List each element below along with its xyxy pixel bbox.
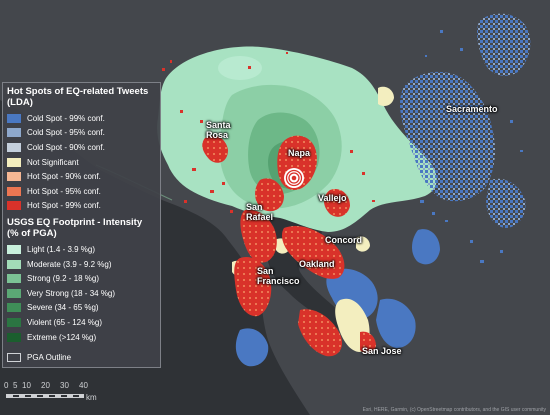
hotspot-legend-item: Hot Spot - 99% conf. xyxy=(7,199,156,214)
hotspot-swatch xyxy=(7,157,21,167)
scale-unit: km xyxy=(86,393,97,402)
epicenter-icon xyxy=(284,168,304,188)
hotspot-label: Hot Spot - 90% conf. xyxy=(27,172,101,182)
hotspot-swatch xyxy=(7,186,21,196)
hotspot-legend-item: Hot Spot - 90% conf. xyxy=(7,169,156,184)
city-label-san-francisco: San Francisco xyxy=(257,266,300,286)
hotspot-label: Cold Spot - 90% conf. xyxy=(27,142,105,152)
hotspot-legend-item: Hot Spot - 95% conf. xyxy=(7,184,156,199)
intensity-swatch xyxy=(7,274,21,284)
intensity-label: Light (1.4 - 3.9 %g) xyxy=(27,244,96,254)
city-label-oakland: Oakland xyxy=(299,259,335,269)
hotspot-legend-item: Cold Spot - 90% conf. xyxy=(7,140,156,155)
intensity-swatch xyxy=(7,288,21,298)
pga-outline-label: PGA Outline xyxy=(27,353,72,363)
scale-tick-label: 5 xyxy=(13,381,18,390)
intensity-swatch xyxy=(7,303,21,313)
hotspot-legend-item: Cold Spot - 95% conf. xyxy=(7,126,156,141)
intensity-label: Severe (34 - 65 %g) xyxy=(27,303,99,313)
hotspot-legend-title: Hot Spots of EQ-related Tweets (LDA) xyxy=(7,86,149,108)
intensity-swatch xyxy=(7,244,21,254)
pga-outline-swatch xyxy=(7,353,21,363)
hotspot-label: Hot Spot - 95% conf. xyxy=(27,186,101,196)
intensity-legend-item: Moderate (3.9 - 9.2 %g) xyxy=(7,257,156,272)
city-label-vallejo: Vallejo xyxy=(318,193,347,203)
intensity-swatch xyxy=(7,259,21,269)
city-label-san-rafael: San Rafael xyxy=(246,202,274,222)
hotspot-legend-item: Not Significant xyxy=(7,155,156,170)
hotspot-swatch xyxy=(7,172,21,182)
intensity-legend-item: Light (1.4 - 3.9 %g) xyxy=(7,242,156,257)
scale-tick-label: 20 xyxy=(41,381,50,390)
intensity-label: Violent (65 - 124 %g) xyxy=(27,317,103,327)
intensity-swatch xyxy=(7,332,21,342)
hotspot-legend-items: Cold Spot - 99% conf. Cold Spot - 95% con… xyxy=(7,111,156,213)
intensity-legend-item: Very Strong (18 - 34 %g) xyxy=(7,286,156,301)
scale-tick-label: 40 xyxy=(79,381,88,390)
hotspot-label: Cold Spot - 95% conf. xyxy=(27,128,105,138)
city-label-sacramento: Sacramento xyxy=(446,104,498,114)
intensity-label: Strong (9.2 - 18 %g) xyxy=(27,274,100,284)
intensity-legend-item: Severe (34 - 65 %g) xyxy=(7,301,156,316)
intensity-legend-item: Extreme (>124 %g) xyxy=(7,330,156,345)
scattered-cold-pixels xyxy=(420,30,523,263)
map-legend: Hot Spots of EQ-related Tweets (LDA) Col… xyxy=(2,82,161,368)
intensity-legend-item: Strong (9.2 - 18 %g) xyxy=(7,271,156,286)
intensity-label: Extreme (>124 %g) xyxy=(27,332,97,342)
intensity-swatch xyxy=(7,317,21,327)
city-label-san-jose: San Jose xyxy=(362,346,402,356)
intensity-label: Moderate (3.9 - 9.2 %g) xyxy=(27,259,112,269)
hotspot-swatch xyxy=(7,201,21,211)
hotspot-label: Not Significant xyxy=(27,157,79,167)
intensity-legend-title: USGS EQ Footprint - Intensity (% of PGA) xyxy=(7,217,143,240)
intensity-label: Very Strong (18 - 34 %g) xyxy=(27,288,116,298)
scale-tick-label: 0 xyxy=(4,381,9,390)
hotspot-swatch xyxy=(7,142,21,152)
hotspot-swatch xyxy=(7,113,21,123)
intensity-legend-items: Light (1.4 - 3.9 %g) Moderate (3.9 - 9.2 … xyxy=(7,242,156,344)
hotspot-label: Cold Spot - 99% conf. xyxy=(27,113,105,123)
intensity-legend-item: Violent (65 - 124 %g) xyxy=(7,315,156,330)
city-label-napa: Napa xyxy=(288,148,311,158)
hotspot-legend-item: Cold Spot - 99% conf. xyxy=(7,111,156,126)
hotspot-swatch xyxy=(7,128,21,138)
scale-tick-label: 30 xyxy=(60,381,69,390)
map-attribution[interactable]: Esri, HERE, Garmin, (c) OpenStreetmap co… xyxy=(362,407,546,413)
legend-item-pga-outline: PGA Outline xyxy=(7,350,156,365)
scale-bar: km 0 5 10 20 30 40 xyxy=(4,381,114,407)
sacramento-cold-spot xyxy=(400,13,531,228)
scale-bar-graphic xyxy=(6,394,84,398)
hotspot-label: Hot Spot - 99% conf. xyxy=(27,201,101,211)
scattered-hot-pixels xyxy=(162,52,375,213)
scale-tick-label: 10 xyxy=(22,381,31,390)
city-label-santa-rosa: Santa Rosa xyxy=(206,120,231,140)
city-label-concord: Concord xyxy=(325,235,362,245)
